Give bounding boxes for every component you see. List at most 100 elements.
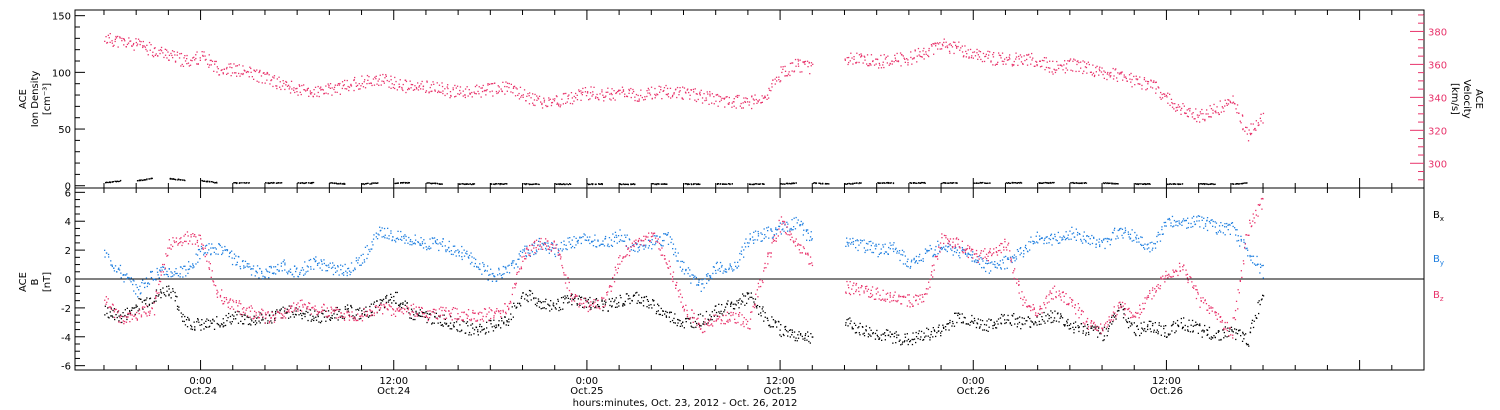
velocity-point xyxy=(229,66,231,68)
velocity-point xyxy=(1031,52,1033,55)
velocity-point xyxy=(495,90,498,93)
velocity-point xyxy=(1161,97,1164,99)
b-point xyxy=(724,309,726,311)
b-point xyxy=(1142,328,1144,330)
b-point xyxy=(349,273,351,276)
b-point xyxy=(594,306,597,308)
b-point xyxy=(1059,242,1061,244)
velocity-point xyxy=(502,81,504,83)
b-point xyxy=(756,239,759,241)
velocity-point xyxy=(806,60,809,62)
b-point xyxy=(744,242,746,244)
b-point xyxy=(589,296,591,299)
b-point xyxy=(220,323,223,325)
b-point xyxy=(482,328,484,331)
b-point xyxy=(556,243,558,246)
velocity-point xyxy=(342,85,344,87)
velocity-point xyxy=(807,66,809,68)
b-point xyxy=(756,307,758,309)
b-point xyxy=(426,249,428,251)
b-point xyxy=(461,256,463,258)
b-point xyxy=(880,252,882,254)
b-point xyxy=(170,271,172,273)
b-point xyxy=(456,329,458,331)
b-point xyxy=(334,309,336,311)
b-point xyxy=(498,320,500,322)
b-point xyxy=(317,263,319,265)
b-point xyxy=(470,252,472,254)
b-point xyxy=(334,267,336,269)
velocity-point xyxy=(978,56,981,58)
b-point xyxy=(149,297,152,299)
velocity-point xyxy=(256,69,258,71)
b-point xyxy=(1003,314,1005,316)
b-point xyxy=(785,325,787,328)
b-point xyxy=(604,237,607,240)
velocity-series xyxy=(104,33,1265,142)
b-point xyxy=(256,317,258,319)
b-point xyxy=(1083,231,1085,233)
b-point xyxy=(376,238,379,240)
b-point xyxy=(1064,239,1067,241)
density-point xyxy=(1212,183,1214,185)
b-point xyxy=(933,329,935,331)
velocity-point xyxy=(733,105,735,107)
b-point xyxy=(883,253,885,255)
velocity-point xyxy=(810,65,812,67)
b-point xyxy=(290,271,292,273)
b-point xyxy=(288,305,290,307)
velocity-point xyxy=(686,89,688,91)
b-point xyxy=(138,308,140,310)
b-point xyxy=(205,320,207,322)
b-point xyxy=(203,254,205,256)
velocity-point xyxy=(242,72,244,75)
b-point xyxy=(1060,316,1062,318)
b-point xyxy=(147,306,149,308)
b-point xyxy=(1153,329,1155,331)
b-point xyxy=(845,322,847,324)
velocity-point xyxy=(689,94,691,96)
bottom-left-tick-label: -4 xyxy=(61,333,71,344)
b-point xyxy=(313,319,315,322)
b-point xyxy=(907,338,910,340)
b-point xyxy=(999,264,1001,266)
b-point xyxy=(771,316,773,318)
velocity-point xyxy=(1204,118,1206,121)
b-point xyxy=(1011,261,1013,264)
velocity-point xyxy=(269,83,271,85)
velocity-point xyxy=(610,92,612,95)
velocity-point xyxy=(1139,83,1141,85)
velocity-point xyxy=(674,89,677,91)
velocity-point xyxy=(1112,78,1115,80)
b-point xyxy=(316,264,319,266)
b-point xyxy=(989,262,992,264)
b-point xyxy=(729,265,731,267)
b-point xyxy=(789,228,791,230)
velocity-point xyxy=(690,89,692,91)
b-point xyxy=(952,322,954,325)
b-point xyxy=(282,306,284,308)
b-point xyxy=(1157,333,1159,335)
velocity-point xyxy=(289,86,291,88)
velocity-point xyxy=(1227,103,1230,105)
velocity-point xyxy=(919,51,921,53)
b-point xyxy=(1003,256,1005,258)
b-point xyxy=(503,273,505,275)
b-point xyxy=(110,260,112,262)
velocity-point xyxy=(721,97,723,99)
velocity-point xyxy=(804,63,806,65)
b-point xyxy=(431,323,433,325)
velocity-point xyxy=(420,88,422,90)
b-point xyxy=(1187,222,1190,224)
b-point xyxy=(478,268,480,270)
b-point xyxy=(211,243,213,245)
b-point xyxy=(1235,328,1238,331)
b-point xyxy=(213,328,216,330)
velocity-point xyxy=(619,93,621,95)
b-point xyxy=(1051,312,1054,314)
b-point xyxy=(1193,215,1195,218)
velocity-point xyxy=(171,50,174,52)
b-point xyxy=(450,316,452,318)
b-point xyxy=(304,261,306,263)
velocity-point xyxy=(130,40,132,42)
